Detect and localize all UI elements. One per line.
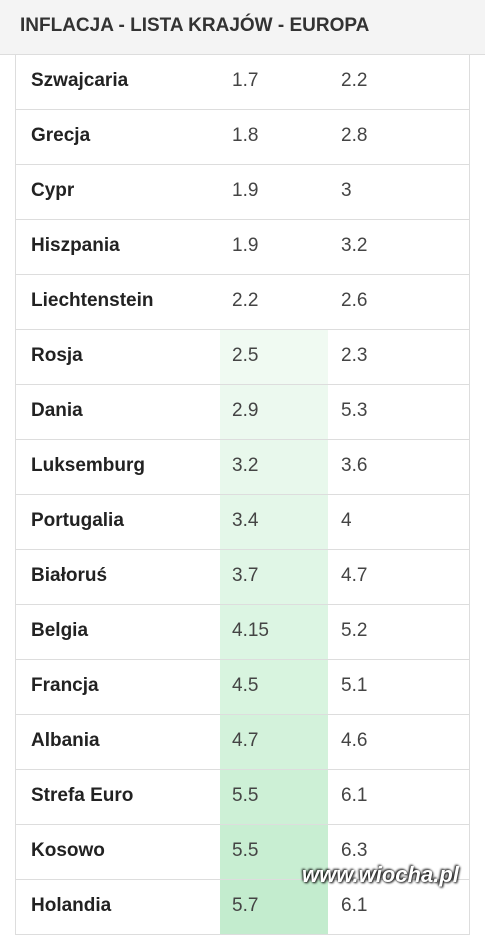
table-row: Francja 4.5 5.1 [15, 660, 470, 715]
value-1: 1.9 [232, 180, 259, 201]
value-1: 3.7 [220, 550, 328, 604]
value-2: 2.6 [341, 290, 368, 311]
header: INFLACJA - LISTA KRAJÓW - EUROPA [0, 0, 485, 55]
value-2: 3 [341, 180, 352, 201]
value-1: 3.2 [220, 440, 328, 494]
value-1: 4.15 [220, 605, 328, 659]
country: Grecja [31, 125, 91, 146]
country: Holandia [31, 895, 112, 916]
country: Kosowo [31, 840, 105, 861]
value-2: 2.3 [341, 345, 368, 366]
country: Hiszpania [31, 235, 120, 256]
country: Rosja [31, 345, 83, 366]
value-2: 4.7 [341, 565, 368, 586]
value-1: 5.7 [220, 880, 328, 934]
value-2: 5.2 [341, 620, 368, 641]
country: Francja [31, 675, 99, 696]
table-row: Cypr 1.9 3 [15, 165, 470, 220]
table-row: Luksemburg 3.2 3.6 [15, 440, 470, 495]
value-2: 6.1 [341, 785, 368, 806]
value-1: 3.4 [220, 495, 328, 549]
country: Albania [31, 730, 100, 751]
value-2: 5.1 [341, 675, 368, 696]
table-row: Liechtenstein 2.2 2.6 [15, 275, 470, 330]
country: Białoruś [31, 565, 108, 586]
country: Liechtenstein [31, 290, 154, 311]
value-1: 4.5 [220, 660, 328, 714]
country: Dania [31, 400, 83, 421]
country: Belgia [31, 620, 89, 641]
country: Cypr [31, 180, 75, 201]
watermark: www.wiocha.pl [302, 862, 459, 887]
table-row: Rosja 2.5 2.3 [15, 330, 470, 385]
country: Strefa Euro [31, 785, 134, 806]
table: Szwajcaria 1.7 2.2 Grecja 1.8 2.8 Cypr 1.9 3 Hisz… [15, 55, 470, 935]
table-row: Kosowo 5.5 6.3 [15, 825, 470, 880]
table-row: Hiszpania 1.9 3.2 [15, 220, 470, 275]
value-2: 4 [341, 510, 352, 531]
table-row: Dania 2.9 5.3 [15, 385, 470, 440]
table-row: Belgia 4.15 5.2 [15, 605, 470, 660]
value-1: 1.7 [232, 70, 259, 91]
table-row: Szwajcaria 1.7 2.2 [15, 55, 470, 110]
table-row: Strefa Euro 5.5 6.1 [15, 770, 470, 825]
value-2: 2.2 [341, 70, 368, 91]
value-1: 5.5 [220, 825, 328, 879]
value-2: 3.6 [341, 455, 368, 476]
value-1: 1.9 [232, 235, 259, 256]
header-title: INFLACJA - LISTA KRAJÓW - EUROPA [20, 15, 370, 36]
value-1: 1.8 [232, 125, 259, 146]
value-1: 2.9 [220, 385, 328, 439]
value-1: 5.5 [220, 770, 328, 824]
table-row: Białoruś 3.7 4.7 [15, 550, 470, 605]
table-row: Albania 4.7 4.6 [15, 715, 470, 770]
table-row: Holandia 5.7 6.1 [15, 880, 470, 935]
value-1: 4.7 [220, 715, 328, 769]
value-2: 5.3 [341, 400, 368, 421]
value-1: 2.2 [232, 290, 259, 311]
value-1: 2.5 [220, 330, 328, 384]
table-row: Portugalia 3.4 4 [15, 495, 470, 550]
table-row: Grecja 1.8 2.8 [15, 110, 470, 165]
value-2: 4.6 [341, 730, 368, 751]
value-2: 3.2 [341, 235, 368, 256]
value-2: 2.8 [341, 125, 368, 146]
value-2: 6.1 [341, 895, 368, 916]
country: Portugalia [31, 510, 124, 531]
country: Szwajcaria [31, 70, 129, 91]
value-2: 6.3 [341, 840, 368, 861]
country: Luksemburg [31, 455, 146, 476]
